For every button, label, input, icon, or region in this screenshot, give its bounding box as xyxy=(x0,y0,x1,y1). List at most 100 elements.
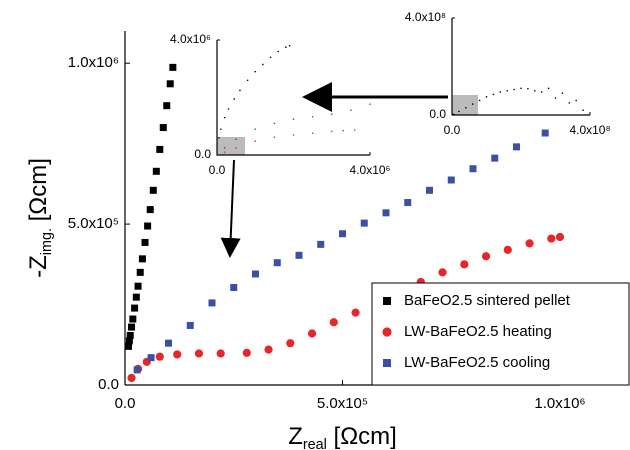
data-point xyxy=(438,268,447,277)
data-point xyxy=(128,323,136,331)
data-point xyxy=(230,283,238,291)
data-point xyxy=(273,259,281,267)
data-point xyxy=(133,366,141,374)
data-point xyxy=(277,50,280,53)
y-tick-label: 1.0x10⁶ xyxy=(68,54,119,71)
data-point xyxy=(465,106,467,109)
legend-marker xyxy=(383,359,391,367)
data-point xyxy=(136,268,144,276)
legend-label: LW-BaFeO2.5 cooling xyxy=(404,354,550,371)
data-point xyxy=(547,87,550,90)
data-point xyxy=(127,373,136,383)
data-point xyxy=(452,113,455,116)
data-point xyxy=(540,91,543,93)
data-point xyxy=(252,270,259,278)
data-point xyxy=(159,124,167,132)
data-point xyxy=(426,186,433,194)
data-point xyxy=(525,239,534,248)
data-point xyxy=(152,167,160,175)
data-point xyxy=(382,209,390,217)
data-point xyxy=(575,99,577,102)
data-point xyxy=(218,136,220,139)
data-point xyxy=(223,151,226,153)
data-point xyxy=(534,89,536,92)
data-point xyxy=(458,110,460,113)
data-point xyxy=(149,186,157,194)
data-point xyxy=(404,199,412,207)
data-point xyxy=(555,232,565,242)
data-point xyxy=(146,206,154,214)
data-point xyxy=(360,219,368,227)
data-point xyxy=(285,46,287,48)
data-point xyxy=(329,318,338,327)
x-tick-label: 4.0x10⁶ xyxy=(350,163,391,177)
legend-label: LW-BaFeO2.5 heating xyxy=(404,323,552,340)
data-point xyxy=(499,91,502,93)
data-point xyxy=(208,299,216,307)
data-point xyxy=(216,349,225,358)
data-point xyxy=(541,129,549,137)
data-point xyxy=(163,102,171,110)
data-point xyxy=(138,255,146,263)
data-point xyxy=(471,103,474,105)
y-tick-label: 4.0x10⁸ xyxy=(405,10,446,24)
x-tick-label: 0.0 xyxy=(115,395,136,412)
data-point xyxy=(554,97,557,99)
data-point xyxy=(513,88,515,91)
data-point xyxy=(292,134,295,136)
data-point xyxy=(485,96,488,98)
data-point xyxy=(147,354,155,362)
y-axis-title: -Zimg. [Ωcm] xyxy=(25,158,55,278)
y-tick-label: 0.0 xyxy=(98,376,119,393)
data-point xyxy=(269,56,272,59)
data-point xyxy=(351,308,360,317)
data-point xyxy=(155,352,164,361)
data-point xyxy=(264,345,273,354)
data-point xyxy=(311,115,314,118)
data-point xyxy=(339,230,346,238)
data-point xyxy=(144,222,152,230)
data-point xyxy=(286,339,295,348)
axis-title-part: [Ωcm] xyxy=(25,158,52,228)
axis-title-part: img. xyxy=(39,228,55,255)
data-point xyxy=(503,245,512,254)
data-point xyxy=(220,128,222,130)
data-point xyxy=(492,93,495,96)
y-tick-label: 0.0 xyxy=(429,107,446,121)
data-point xyxy=(582,109,584,111)
x-tick-label: 5.0x10⁵ xyxy=(317,395,368,412)
data-point xyxy=(254,128,257,130)
data-point xyxy=(239,89,241,92)
data-point xyxy=(307,329,317,338)
data-point xyxy=(246,79,249,82)
x-tick-label: 4.0x10⁸ xyxy=(569,123,610,137)
data-point xyxy=(513,143,520,151)
data-point xyxy=(568,102,571,104)
data-point xyxy=(141,238,149,246)
x-axis-title: Zreal [Ωcm] xyxy=(288,423,397,450)
data-point xyxy=(350,109,352,111)
data-point xyxy=(134,282,142,290)
data-point xyxy=(369,103,371,105)
data-point xyxy=(262,63,264,66)
data-point xyxy=(242,348,251,357)
x-tick-label: 1.0x10⁶ xyxy=(534,395,585,412)
data-point xyxy=(342,129,345,132)
data-point xyxy=(330,113,333,115)
data-point xyxy=(527,88,529,90)
axis-title-part: [Ωcm] xyxy=(327,423,397,450)
data-point xyxy=(129,315,137,323)
legend-box xyxy=(371,282,630,386)
data-point xyxy=(173,350,182,359)
y-tick-label: 5.0x10⁵ xyxy=(68,215,119,232)
data-point xyxy=(506,89,509,92)
data-point xyxy=(254,70,257,73)
data-point xyxy=(481,252,491,261)
legend-label: BaFeO2.5 sintered pellet xyxy=(404,292,571,309)
data-point xyxy=(317,240,325,248)
y-tick-label: 4.0x10⁶ xyxy=(170,32,211,46)
data-point xyxy=(156,145,164,153)
y-tick-label: 0.0 xyxy=(194,147,211,161)
zoom-region xyxy=(217,137,245,155)
